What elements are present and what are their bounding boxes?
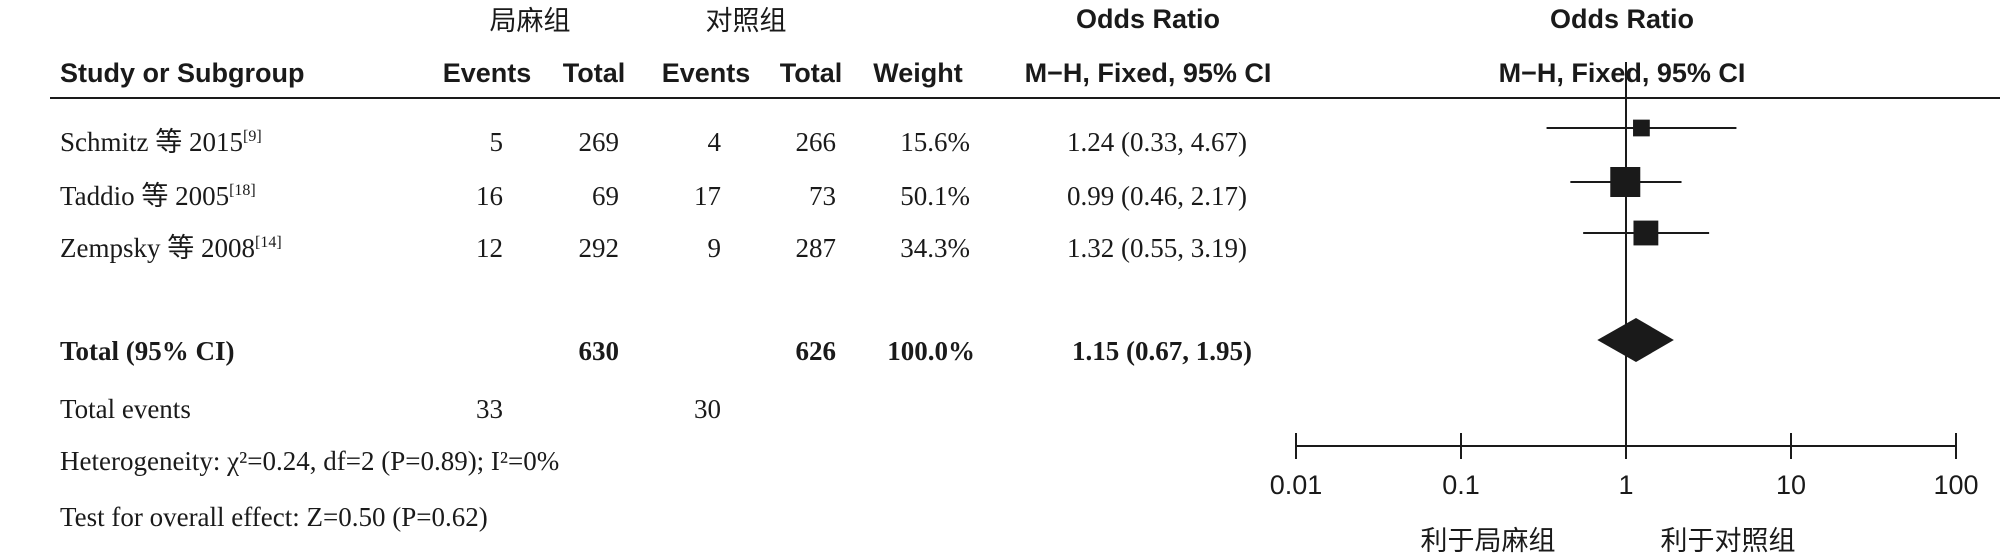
x-tick-label: 10 xyxy=(1776,470,1806,500)
control-events-sum: 30 xyxy=(694,394,721,424)
study-point-estimate xyxy=(1633,119,1650,137)
favours-treatment-label: 利于局麻组 xyxy=(1421,526,1556,557)
x-tick-label: 0.1 xyxy=(1442,470,1480,500)
treatment-events: 12 xyxy=(476,233,503,263)
treatment-total: 69 xyxy=(592,181,619,211)
control-total-sum: 626 xyxy=(796,336,837,366)
group-treatment-label: 局麻组 xyxy=(490,6,571,37)
x-tick-label: 1 xyxy=(1618,470,1633,500)
study-weight: 34.3% xyxy=(900,233,970,263)
control-total-header: Total xyxy=(780,58,843,88)
x-tick-label: 0.01 xyxy=(1270,470,1323,500)
group-control-label: 对照组 xyxy=(706,6,787,37)
control-events: 4 xyxy=(708,127,722,157)
total-odds-ratio: 1.15 (0.67, 1.95) xyxy=(1072,336,1252,366)
total-events-label: Total events xyxy=(60,394,191,424)
treatment-events-sum: 33 xyxy=(476,394,503,424)
odds-ratio-title: Odds Ratio xyxy=(1076,4,1220,34)
study-row: Taddio 等 2005[18] 16 69 17 73 50.1% 0.99… xyxy=(60,181,1247,211)
study-row: Zempsky 等 2008[14] 12 292 9 287 34.3% 1.… xyxy=(60,233,1247,263)
study-reference: [9] xyxy=(243,128,262,145)
or-method-header: M−H, Fixed, 95% CI xyxy=(1025,58,1272,88)
control-total: 287 xyxy=(796,233,837,263)
odds-ratio-plot-title: Odds Ratio xyxy=(1550,4,1694,34)
svg-text:Zempsky 等 2008[14]: Zempsky 等 2008[14] xyxy=(60,233,282,263)
study-point-estimate xyxy=(1610,167,1641,197)
study-weight: 15.6% xyxy=(900,127,970,157)
total-events-row: Total events 33 30 xyxy=(60,394,721,424)
study-column-header: Study or Subgroup xyxy=(60,58,304,88)
total-label: Total (95% CI) xyxy=(60,336,235,366)
treatment-total: 292 xyxy=(579,233,620,263)
svg-text:Schmitz 等 2015[9]: Schmitz 等 2015[9] xyxy=(60,127,262,157)
treatment-total-header: Total xyxy=(563,58,626,88)
control-events-header: Events xyxy=(662,58,751,88)
svg-text:Taddio 等 2005[18]: Taddio 等 2005[18] xyxy=(60,181,256,211)
control-total: 266 xyxy=(796,127,837,157)
forest-plot-area: 0.01 0.1 1 10 100 xyxy=(1270,62,1979,500)
study-odds-ratio: 1.32 (0.55, 3.19) xyxy=(1067,233,1247,263)
treatment-total-sum: 630 xyxy=(579,336,620,366)
study-point-estimate xyxy=(1633,220,1659,246)
heterogeneity-text: Heterogeneity: χ²=0.24, df=2 (P=0.89); I… xyxy=(60,446,559,476)
x-tick-label: 100 xyxy=(1933,470,1978,500)
total-row: Total (95% CI) 630 626 100.0% 1.15 (0.67… xyxy=(60,336,1252,366)
overall-effect-text: Test for overall effect: Z=0.50 (P=0.62) xyxy=(60,502,488,532)
control-events: 9 xyxy=(708,233,722,263)
study-name: Zempsky 等 2008 xyxy=(60,233,255,263)
study-row: Schmitz 等 2015[9] 5 269 4 266 15.6% 1.24… xyxy=(60,127,1247,157)
or-plot-method-header: M−H, Fixed, 95% CI xyxy=(1499,58,1746,88)
study-weight: 50.1% xyxy=(900,181,970,211)
weight-header: Weight xyxy=(873,58,963,88)
study-reference: [14] xyxy=(255,234,282,251)
pooled-diamond xyxy=(1597,318,1674,362)
study-odds-ratio: 0.99 (0.46, 2.17) xyxy=(1067,181,1247,211)
treatment-total: 269 xyxy=(579,127,620,157)
study-name: Schmitz 等 2015 xyxy=(60,127,243,157)
study-name: Taddio 等 2005 xyxy=(60,181,229,211)
study-reference: [18] xyxy=(229,182,256,199)
favours-control-label: 利于对照组 xyxy=(1661,526,1796,557)
treatment-events: 5 xyxy=(490,127,504,157)
total-weight: 100.0% xyxy=(887,336,975,366)
treatment-events-header: Events xyxy=(443,58,532,88)
study-odds-ratio: 1.24 (0.33, 4.67) xyxy=(1067,127,1247,157)
control-total: 73 xyxy=(809,181,836,211)
control-events: 17 xyxy=(694,181,721,211)
treatment-events: 16 xyxy=(476,181,503,211)
